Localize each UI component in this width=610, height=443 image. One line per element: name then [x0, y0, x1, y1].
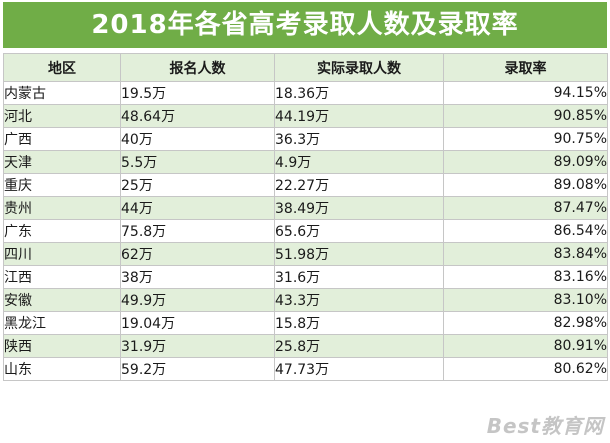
cell-admitted: 4.9万	[274, 150, 444, 174]
cell-admitted: 43.3万	[274, 288, 444, 312]
cell-rate: 80.62%	[443, 357, 608, 381]
cell-applicants: 5.5万	[120, 150, 275, 174]
cell-region: 广东	[3, 219, 121, 243]
cell-rate: 83.10%	[443, 288, 608, 312]
cell-region: 重庆	[3, 173, 121, 197]
cell-rate: 90.85%	[443, 104, 608, 128]
table-header-row: 地区 报名人数 实际录取人数 录取率	[3, 53, 608, 82]
cell-rate: 82.98%	[443, 311, 608, 335]
table-row: 广东 75.8万 65.6万 86.54%	[3, 219, 608, 243]
cell-region: 黑龙江	[3, 311, 121, 335]
cell-rate: 86.54%	[443, 219, 608, 243]
table-row: 安徽 49.9万 43.3万 83.10%	[3, 288, 608, 312]
table-row: 内蒙古 19.5万 18.36万 94.15%	[3, 81, 608, 105]
cell-rate: 80.91%	[443, 334, 608, 358]
table-row: 贵州 44万 38.49万 87.47%	[3, 196, 608, 220]
cell-rate: 89.09%	[443, 150, 608, 174]
header-applicants: 报名人数	[120, 53, 275, 82]
cell-region: 河北	[3, 104, 121, 128]
table-row: 山东 59.2万 47.73万 80.62%	[3, 357, 608, 381]
cell-region: 江西	[3, 265, 121, 289]
cell-applicants: 62万	[120, 242, 275, 266]
table-row: 天津 5.5万 4.9万 89.09%	[3, 150, 608, 174]
table-row: 陕西 31.9万 25.8万 80.91%	[3, 334, 608, 358]
cell-region: 山东	[3, 357, 121, 381]
cell-admitted: 44.19万	[274, 104, 444, 128]
cell-admitted: 18.36万	[274, 81, 444, 105]
header-rate: 录取率	[443, 53, 608, 82]
cell-region: 广西	[3, 127, 121, 151]
cell-applicants: 75.8万	[120, 219, 275, 243]
cell-region: 贵州	[3, 196, 121, 220]
cell-applicants: 44万	[120, 196, 275, 220]
table-row: 江西 38万 31.6万 83.16%	[3, 265, 608, 289]
cell-rate: 89.08%	[443, 173, 608, 197]
cell-admitted: 36.3万	[274, 127, 444, 151]
cell-region: 安徽	[3, 288, 121, 312]
table-row: 广西 40万 36.3万 90.75%	[3, 127, 608, 151]
cell-region: 陕西	[3, 334, 121, 358]
cell-admitted: 25.8万	[274, 334, 444, 358]
table-row: 黑龙江 19.04万 15.8万 82.98%	[3, 311, 608, 335]
admission-table: 地区 报名人数 实际录取人数 录取率 内蒙古 19.5万 18.36万 94.1…	[3, 53, 608, 381]
cell-applicants: 48.64万	[120, 104, 275, 128]
page-title: 2018年各省高考录取人数及录取率	[3, 2, 607, 48]
cell-rate: 94.15%	[443, 81, 608, 105]
cell-applicants: 49.9万	[120, 288, 275, 312]
watermark: Best教育网	[486, 414, 604, 438]
cell-admitted: 65.6万	[274, 219, 444, 243]
cell-admitted: 22.27万	[274, 173, 444, 197]
cell-applicants: 25万	[120, 173, 275, 197]
cell-region: 天津	[3, 150, 121, 174]
table-row: 四川 62万 51.98万 83.84%	[3, 242, 608, 266]
cell-applicants: 59.2万	[120, 357, 275, 381]
cell-admitted: 47.73万	[274, 357, 444, 381]
table-row: 重庆 25万 22.27万 89.08%	[3, 173, 608, 197]
cell-applicants: 19.04万	[120, 311, 275, 335]
cell-region: 四川	[3, 242, 121, 266]
cell-applicants: 38万	[120, 265, 275, 289]
cell-admitted: 15.8万	[274, 311, 444, 335]
cell-admitted: 31.6万	[274, 265, 444, 289]
header-admitted: 实际录取人数	[274, 53, 444, 82]
cell-region: 内蒙古	[3, 81, 121, 105]
cell-admitted: 51.98万	[274, 242, 444, 266]
cell-rate: 83.16%	[443, 265, 608, 289]
cell-applicants: 40万	[120, 127, 275, 151]
cell-rate: 83.84%	[443, 242, 608, 266]
cell-applicants: 31.9万	[120, 334, 275, 358]
cell-rate: 90.75%	[443, 127, 608, 151]
cell-rate: 87.47%	[443, 196, 608, 220]
header-region: 地区	[3, 53, 121, 82]
cell-applicants: 19.5万	[120, 81, 275, 105]
table-row: 河北 48.64万 44.19万 90.85%	[3, 104, 608, 128]
cell-admitted: 38.49万	[274, 196, 444, 220]
